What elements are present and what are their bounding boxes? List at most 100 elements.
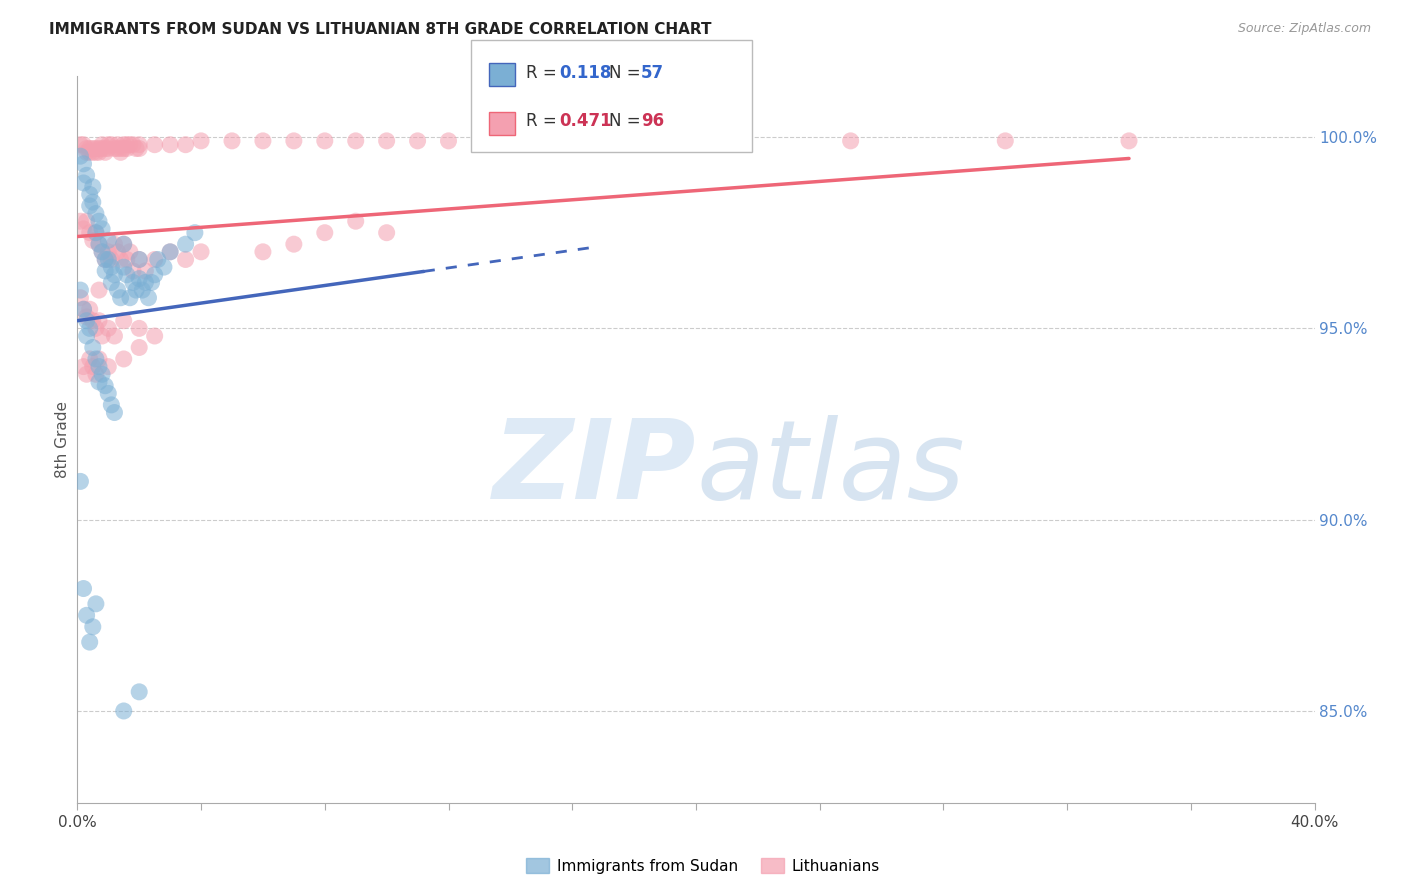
Point: [122, 276, 145, 290]
Point: [82, 233, 104, 247]
Text: 0.471: 0.471: [560, 112, 612, 129]
Point: [79, 226, 101, 240]
Point: [97, 137, 120, 152]
Text: 0.118: 0.118: [560, 64, 612, 82]
Point: [174, 137, 197, 152]
Point: [100, 260, 122, 274]
Point: [82, 314, 104, 328]
Point: [84, 321, 107, 335]
Point: [97, 233, 120, 247]
Point: [76, 145, 98, 160]
Point: [375, 134, 398, 148]
Point: [128, 685, 150, 699]
Point: [314, 134, 336, 148]
Point: [79, 321, 101, 335]
Point: [159, 244, 181, 259]
Point: [69, 149, 91, 163]
Point: [118, 291, 141, 305]
Point: [76, 214, 98, 228]
Point: [87, 375, 110, 389]
Point: [72, 582, 94, 596]
Point: [87, 237, 110, 252]
Point: [131, 283, 153, 297]
Point: [76, 329, 98, 343]
Point: [76, 368, 98, 382]
Point: [91, 329, 114, 343]
Point: [221, 134, 243, 148]
Point: [103, 268, 125, 282]
Point: [82, 359, 104, 374]
Point: [97, 359, 120, 374]
Point: [76, 169, 98, 183]
Point: [84, 206, 107, 220]
Y-axis label: 8th Grade: 8th Grade: [55, 401, 70, 478]
Point: [128, 252, 150, 267]
Point: [283, 134, 305, 148]
Point: [406, 134, 429, 148]
Point: [84, 142, 107, 156]
Text: Source: ZipAtlas.com: Source: ZipAtlas.com: [1237, 22, 1371, 36]
Point: [125, 283, 148, 297]
Point: [82, 145, 104, 160]
Point: [110, 291, 132, 305]
Point: [91, 137, 114, 152]
Text: atlas: atlas: [696, 415, 965, 522]
Point: [97, 321, 120, 335]
Point: [344, 134, 367, 148]
Point: [184, 226, 207, 240]
Point: [97, 252, 120, 267]
Point: [76, 310, 98, 324]
Point: [344, 214, 367, 228]
Point: [97, 142, 120, 156]
Point: [143, 137, 166, 152]
Point: [110, 252, 132, 267]
Point: [84, 368, 107, 382]
Legend: Immigrants from Sudan, Lithuanians: Immigrants from Sudan, Lithuanians: [520, 852, 886, 880]
Point: [112, 237, 135, 252]
Point: [84, 145, 107, 160]
Point: [122, 264, 145, 278]
Point: [128, 271, 150, 285]
Point: [79, 635, 101, 649]
Point: [94, 145, 117, 160]
Text: IMMIGRANTS FROM SUDAN VS LITHUANIAN 8TH GRADE CORRELATION CHART: IMMIGRANTS FROM SUDAN VS LITHUANIAN 8TH …: [49, 22, 711, 37]
Text: 96: 96: [641, 112, 664, 129]
Point: [72, 157, 94, 171]
Point: [76, 142, 98, 156]
Point: [91, 142, 114, 156]
Point: [84, 597, 107, 611]
Point: [100, 398, 122, 412]
Point: [69, 137, 91, 152]
Point: [97, 386, 120, 401]
Point: [69, 291, 91, 305]
Point: [115, 252, 138, 267]
Point: [112, 704, 135, 718]
Point: [174, 237, 197, 252]
Point: [103, 329, 125, 343]
Point: [128, 321, 150, 335]
Point: [79, 351, 101, 366]
Point: [79, 302, 101, 317]
Point: [107, 283, 129, 297]
Point: [112, 260, 135, 274]
Point: [87, 237, 110, 252]
Point: [141, 276, 163, 290]
Point: [72, 302, 94, 317]
Point: [103, 142, 125, 156]
Point: [72, 137, 94, 152]
Point: [128, 252, 150, 267]
Point: [94, 264, 117, 278]
Point: [79, 187, 101, 202]
Point: [110, 142, 132, 156]
Point: [87, 351, 110, 366]
Point: [72, 359, 94, 374]
Point: [94, 252, 117, 267]
Point: [72, 176, 94, 190]
Point: [82, 195, 104, 210]
Point: [994, 134, 1017, 148]
Text: N =: N =: [609, 64, 645, 82]
Point: [623, 134, 645, 148]
Point: [84, 226, 107, 240]
Point: [112, 237, 135, 252]
Point: [134, 276, 156, 290]
